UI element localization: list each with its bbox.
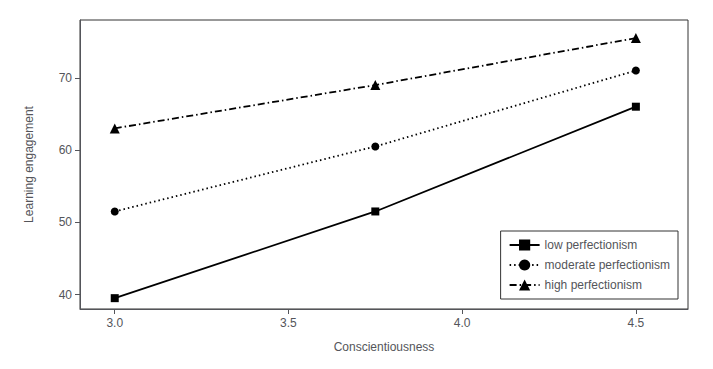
svg-text:Learning engagement: Learning engagement <box>22 105 36 222</box>
svg-text:Conscientiousness: Conscientiousness <box>334 340 435 354</box>
svg-text:40: 40 <box>59 288 73 302</box>
svg-text:70: 70 <box>59 71 73 85</box>
svg-text:60: 60 <box>59 143 73 157</box>
svg-text:3.5: 3.5 <box>280 316 297 330</box>
svg-text:high perfectionism: high perfectionism <box>545 278 642 292</box>
svg-text:moderate perfectionism: moderate perfectionism <box>545 258 670 272</box>
svg-text:4.0: 4.0 <box>454 316 471 330</box>
svg-text:4.5: 4.5 <box>628 316 645 330</box>
svg-text:50: 50 <box>59 215 73 229</box>
svg-text:low perfectionism: low perfectionism <box>545 238 638 252</box>
svg-text:3.0: 3.0 <box>106 316 123 330</box>
